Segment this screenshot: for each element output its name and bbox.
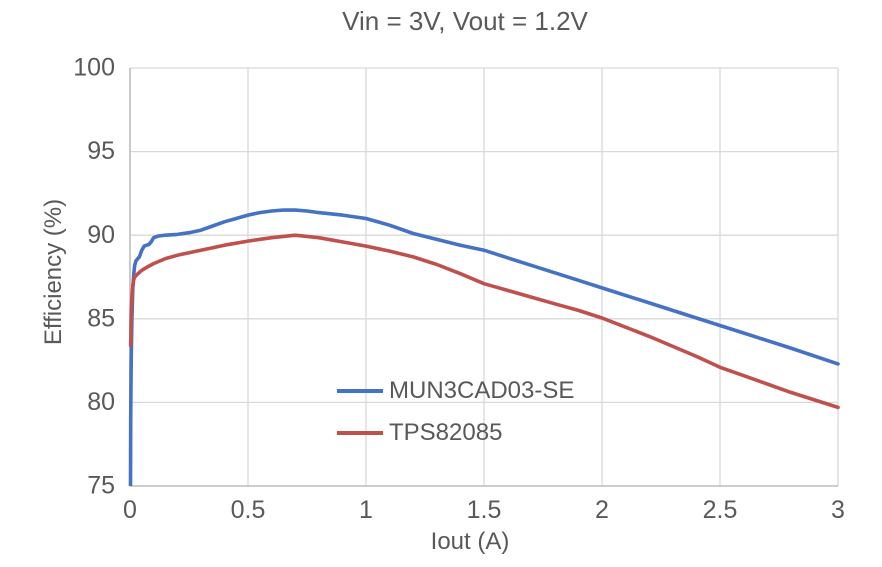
series-line-MUN3CAD03-SE bbox=[128, 208, 840, 486]
legend-line-swatch-red bbox=[337, 431, 383, 435]
legend: MUN3CAD03-SE TPS82085 bbox=[337, 374, 574, 450]
x-axis-title: Iout (A) bbox=[430, 528, 510, 555]
x-tick-label-2: 2 bbox=[595, 496, 609, 524]
y-tick-label-80: 80 bbox=[87, 388, 115, 416]
y-tick-label-95: 95 bbox=[87, 137, 115, 165]
x-tick-label-0: 0 bbox=[123, 496, 137, 524]
legend-item-tps82085: TPS82085 bbox=[337, 416, 574, 450]
x-tick-label-2.5: 2.5 bbox=[703, 496, 738, 524]
x-tick-label-3: 3 bbox=[831, 496, 845, 524]
y-axis-title: Efficiency (%) bbox=[40, 198, 67, 346]
x-tick-label-1.5: 1.5 bbox=[467, 496, 502, 524]
legend-label-mun3cad03-se: MUN3CAD03-SE bbox=[389, 377, 575, 404]
chart-title: Vin = 3V, Vout = 1.2V bbox=[342, 6, 588, 36]
legend-label-tps82085: TPS82085 bbox=[389, 419, 503, 446]
legend-line-swatch-blue bbox=[337, 389, 383, 393]
legend-item-mun3cad03-se: MUN3CAD03-SE bbox=[337, 374, 574, 408]
x-tick-label-1: 1 bbox=[359, 496, 373, 524]
x-tick-label-0.5: 0.5 bbox=[231, 496, 266, 524]
y-tick-label-75: 75 bbox=[87, 472, 115, 500]
y-tick-label-90: 90 bbox=[87, 221, 115, 249]
y-tick-label-100: 100 bbox=[73, 54, 115, 82]
y-tick-label-85: 85 bbox=[87, 304, 115, 332]
series-line-TPS82085 bbox=[128, 233, 840, 410]
